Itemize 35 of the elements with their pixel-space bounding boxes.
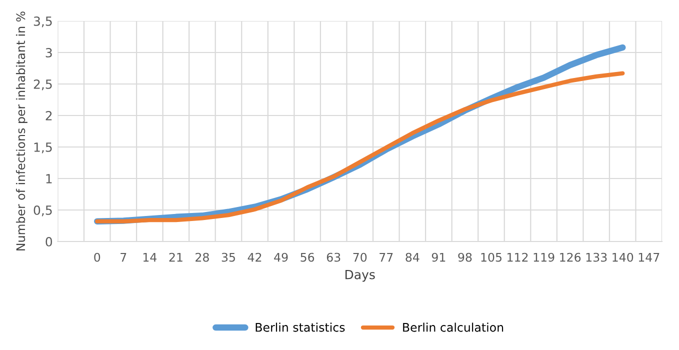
- x-tick-label: 21: [169, 252, 182, 262]
- x-tick-label: 140: [612, 252, 634, 262]
- x-tick-label: 77: [380, 252, 393, 262]
- x-tick-label: 35: [222, 252, 235, 262]
- x-tick-label: 63: [326, 252, 340, 262]
- y-tick-label: 1,5: [34, 142, 52, 154]
- y-tick-label: 3,5: [34, 16, 52, 28]
- x-tick-label: 49: [274, 252, 288, 262]
- y-tick-label: 1: [46, 174, 52, 184]
- line-series: [95, 71, 625, 224]
- y-tick-label: 0: [46, 236, 52, 246]
- legend-label: Berlin statistics: [256, 322, 345, 332]
- x-tick-label: 119: [534, 252, 554, 262]
- x-axis-title: Days: [346, 270, 375, 282]
- y-axis-title: Number of infections per inhabitant in %: [16, 12, 28, 250]
- y-tick-label: 2: [46, 110, 52, 120]
- legend-label: Berlin calculation: [403, 322, 504, 332]
- x-tick-label: 91: [432, 252, 446, 262]
- x-tick-label: 126: [560, 252, 581, 262]
- y-tick-label: 2,5: [34, 79, 52, 90]
- x-tick-label: 0: [94, 252, 100, 262]
- x-tick-label: 56: [300, 252, 314, 262]
- x-tick-label: 70: [353, 252, 367, 262]
- x-tick-label: 105: [481, 252, 502, 262]
- y-tick-label: 0,5: [34, 205, 52, 216]
- x-tick-label: 133: [586, 252, 607, 262]
- x-tick-label: 84: [406, 252, 420, 262]
- x-tick-label: 42: [248, 252, 262, 262]
- x-tick-label: 14: [143, 252, 157, 262]
- x-tick-label: 147: [638, 252, 660, 262]
- x-tick-label: 7: [120, 252, 126, 262]
- x-tick-label: 28: [196, 252, 209, 262]
- x-tick-label: 98: [458, 252, 472, 262]
- y-tick-label: 3: [46, 48, 52, 58]
- x-tick-label: 112: [508, 252, 528, 262]
